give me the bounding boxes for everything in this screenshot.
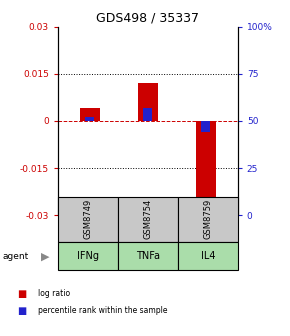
Bar <box>85 117 95 121</box>
Text: percentile rank within the sample: percentile rank within the sample <box>38 306 167 315</box>
Text: GSM8749: GSM8749 <box>84 199 93 239</box>
Title: GDS498 / 35337: GDS498 / 35337 <box>96 11 200 24</box>
Text: ▶: ▶ <box>41 251 49 261</box>
Text: log ratio: log ratio <box>38 290 70 298</box>
Bar <box>143 108 153 121</box>
Text: IL4: IL4 <box>201 251 215 261</box>
Bar <box>201 121 211 132</box>
Text: GSM8754: GSM8754 <box>143 199 153 239</box>
Text: agent: agent <box>3 252 29 261</box>
Text: ■: ■ <box>17 306 27 316</box>
Bar <box>80 109 100 121</box>
Text: IFNg: IFNg <box>77 251 99 261</box>
Text: TNFa: TNFa <box>136 251 160 261</box>
Bar <box>196 121 216 203</box>
Text: GSM8759: GSM8759 <box>203 199 212 239</box>
Text: ■: ■ <box>17 289 27 299</box>
Bar <box>138 83 158 121</box>
